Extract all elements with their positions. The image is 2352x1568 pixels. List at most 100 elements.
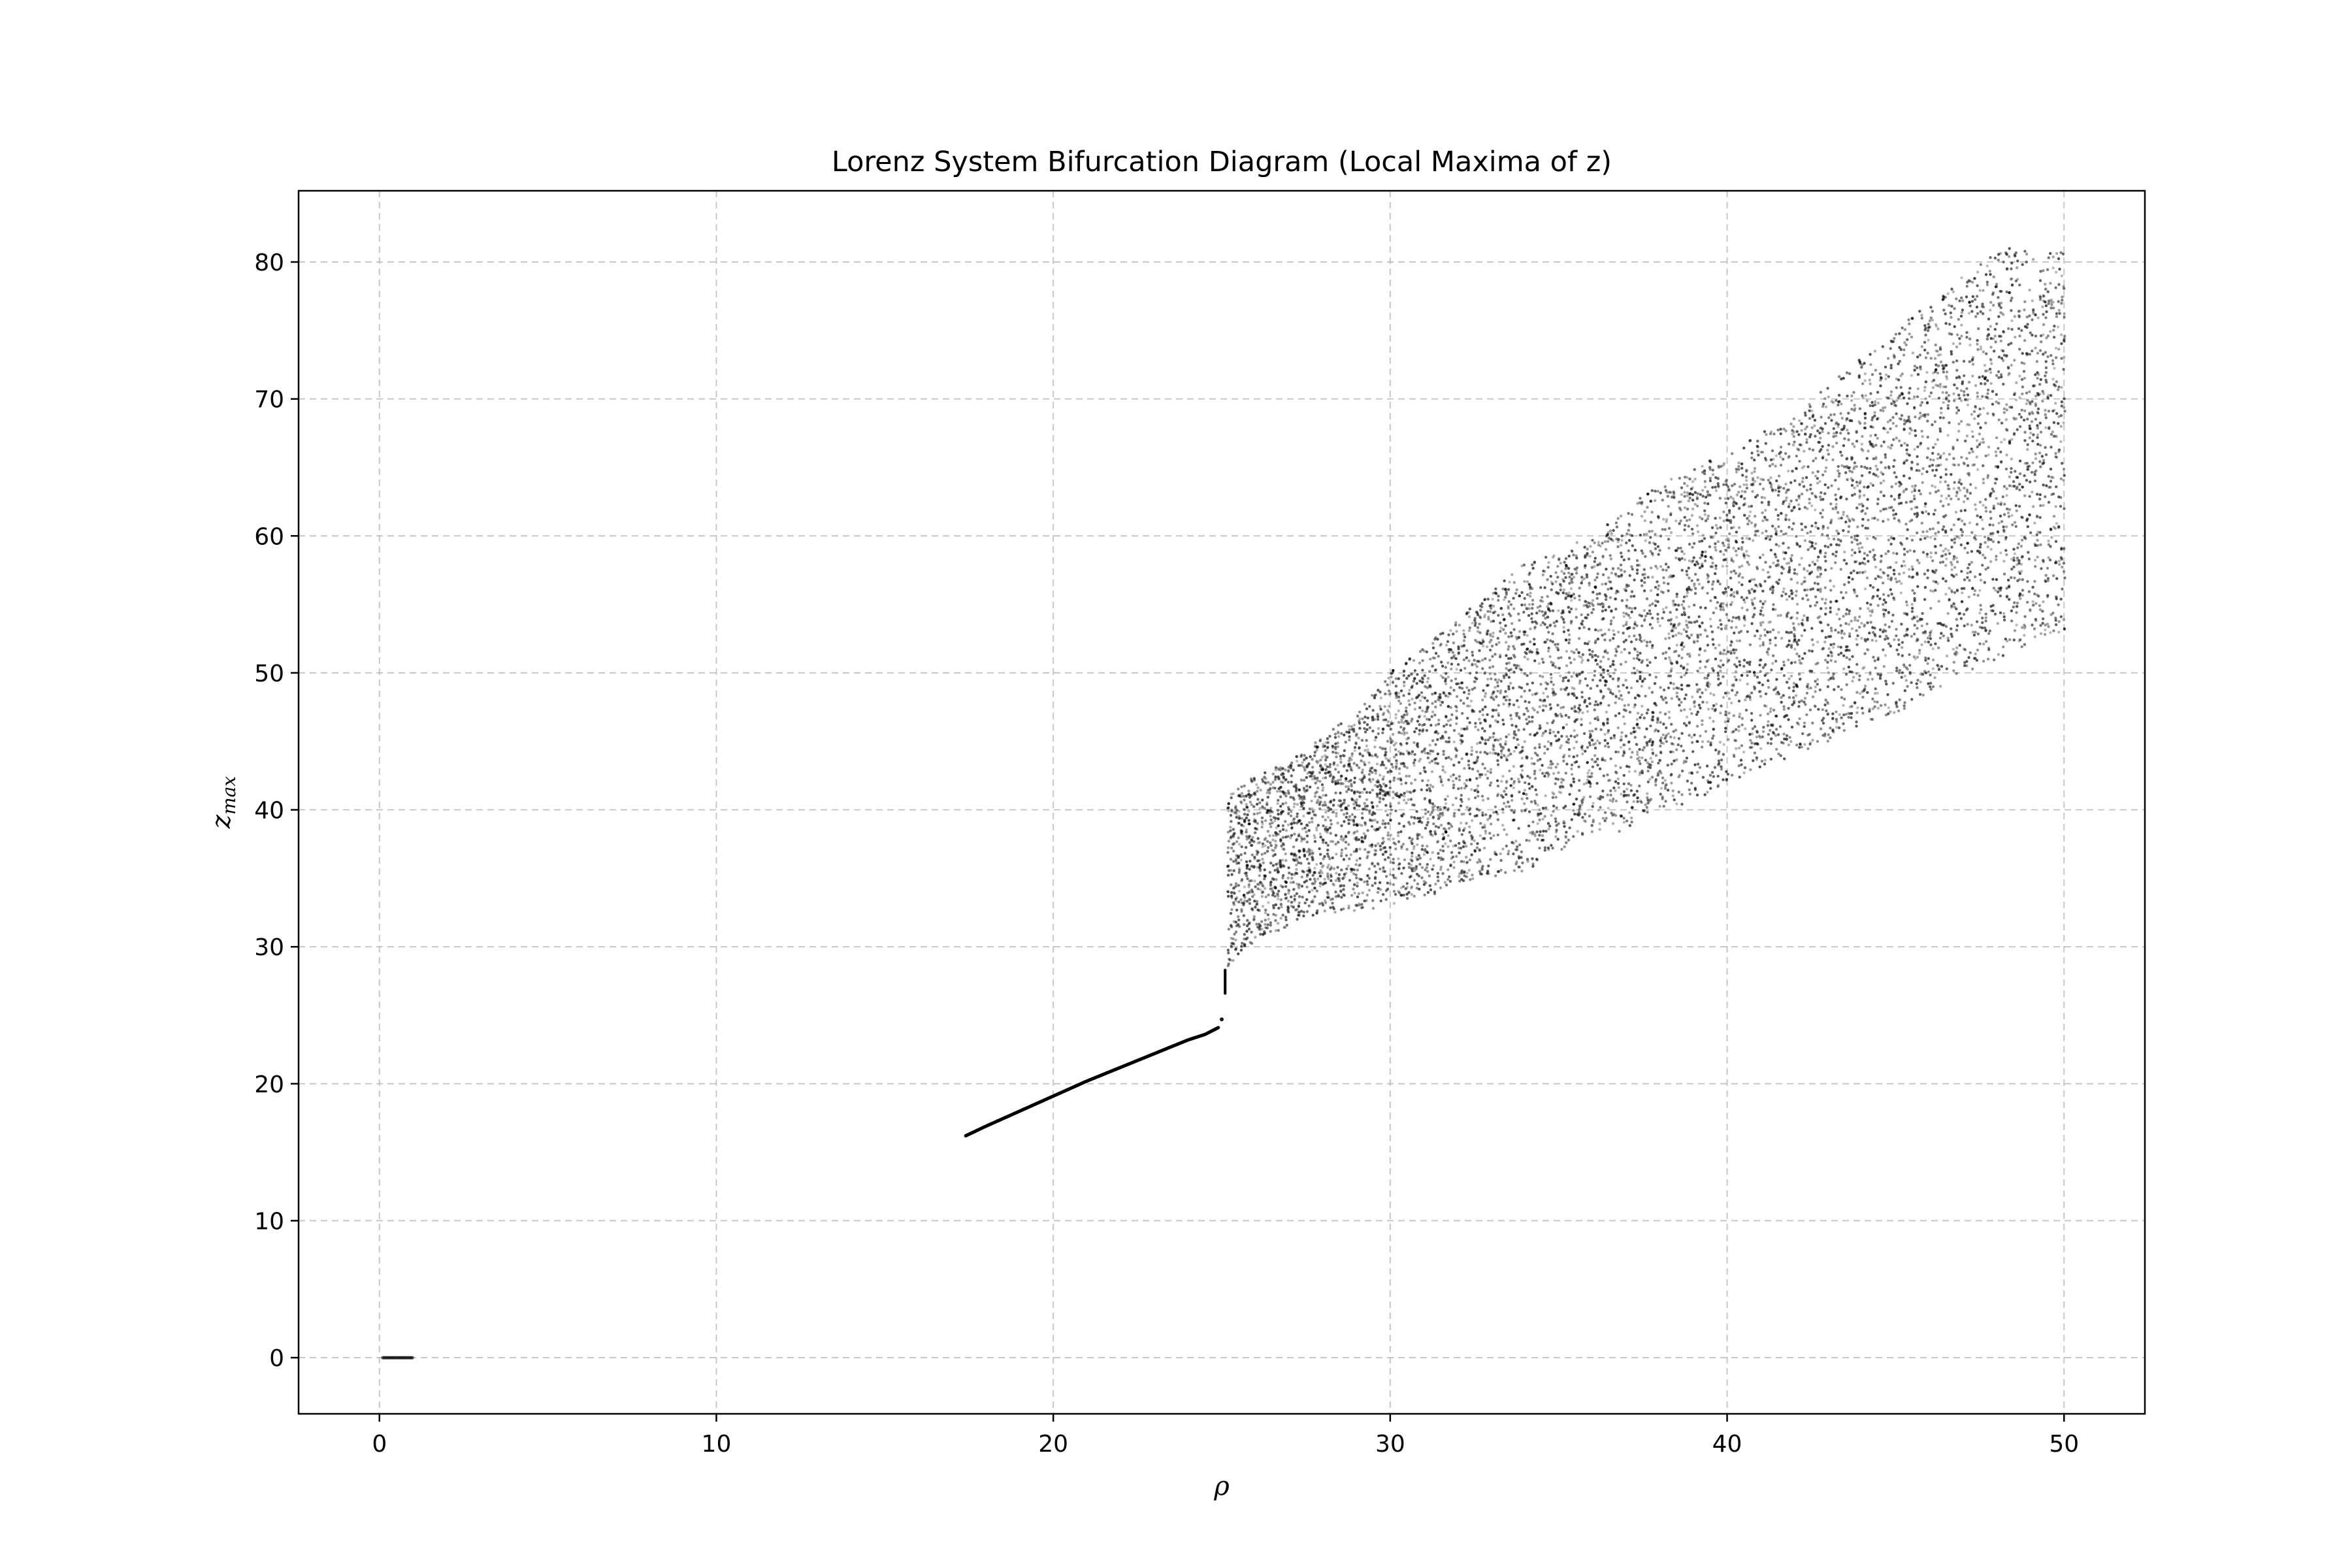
data-point bbox=[1376, 862, 1380, 866]
data-point bbox=[1418, 699, 1422, 702]
data-point bbox=[1413, 730, 1416, 734]
data-point bbox=[1523, 802, 1526, 806]
data-point bbox=[1421, 709, 1424, 713]
data-point bbox=[1397, 831, 1400, 834]
data-point bbox=[1565, 841, 1568, 845]
data-point bbox=[1386, 813, 1389, 817]
data-point bbox=[1491, 655, 1494, 658]
data-point bbox=[1416, 719, 1420, 723]
data-point bbox=[1377, 887, 1380, 890]
data-point bbox=[1232, 941, 1235, 945]
data-point bbox=[1387, 693, 1391, 696]
data-point bbox=[1505, 792, 1508, 796]
data-point bbox=[1269, 880, 1273, 884]
data-point bbox=[1517, 612, 1520, 615]
data-point bbox=[1627, 691, 1631, 694]
data-point bbox=[1614, 780, 1618, 783]
data-point bbox=[1535, 858, 1539, 861]
data-point bbox=[1256, 851, 1260, 854]
data-point bbox=[1558, 557, 1561, 561]
data-point bbox=[1230, 808, 1233, 811]
data-point bbox=[1399, 778, 1403, 782]
data-point bbox=[1284, 778, 1288, 781]
data-point bbox=[1279, 840, 1282, 843]
data-point bbox=[1567, 692, 1571, 696]
data-point bbox=[1541, 600, 1544, 603]
data-point bbox=[1320, 755, 1324, 759]
data-point bbox=[1675, 758, 1678, 762]
data-point bbox=[1526, 796, 1529, 800]
data-point bbox=[1429, 783, 1432, 787]
data-point bbox=[1492, 691, 1495, 694]
data-point bbox=[1669, 659, 1672, 662]
data-point bbox=[1407, 890, 1411, 894]
data-point bbox=[1567, 566, 1571, 570]
data-point bbox=[1594, 760, 1597, 764]
data-point bbox=[1669, 611, 1672, 614]
data-point bbox=[1449, 629, 1452, 632]
data-point bbox=[1232, 792, 1235, 796]
data-point bbox=[1232, 859, 1235, 863]
data-point bbox=[1679, 500, 1682, 504]
data-point bbox=[1569, 595, 1573, 598]
data-point bbox=[1546, 615, 1550, 619]
data-point bbox=[1627, 529, 1630, 532]
data-point bbox=[1329, 840, 1333, 843]
data-point bbox=[1670, 667, 1673, 670]
data-point bbox=[1240, 802, 1243, 805]
data-point bbox=[1627, 584, 1630, 587]
data-point bbox=[1436, 738, 1439, 742]
data-point bbox=[1564, 557, 1568, 561]
data-point bbox=[1518, 717, 1521, 720]
data-point bbox=[1667, 538, 1671, 541]
data-point bbox=[1635, 669, 1639, 672]
data-point bbox=[1410, 840, 1413, 843]
data-point bbox=[1483, 729, 1486, 733]
data-point bbox=[1345, 811, 1348, 815]
data-point bbox=[1294, 789, 1298, 793]
data-point bbox=[1546, 822, 1550, 825]
data-point bbox=[1535, 793, 1539, 796]
data-point bbox=[1543, 849, 1546, 852]
data-point bbox=[1514, 711, 1518, 715]
data-point bbox=[1460, 681, 1464, 685]
data-point bbox=[1625, 686, 1629, 689]
data-point bbox=[1288, 872, 1291, 875]
data-point bbox=[1662, 804, 1665, 808]
data-point bbox=[1560, 706, 1563, 710]
data-point bbox=[1509, 752, 1512, 756]
data-point bbox=[1648, 661, 1652, 664]
data-point bbox=[1284, 880, 1287, 883]
data-point bbox=[1297, 911, 1301, 914]
data-point bbox=[1512, 732, 1516, 735]
data-point bbox=[1514, 734, 1518, 737]
data-point bbox=[1557, 657, 1560, 660]
data-point bbox=[1277, 798, 1280, 802]
data-point bbox=[1688, 493, 1691, 496]
data-point bbox=[1322, 824, 1325, 828]
data-point bbox=[1348, 815, 1352, 819]
data-point bbox=[1277, 906, 1281, 910]
data-point bbox=[1513, 809, 1516, 813]
data-point bbox=[1318, 771, 1322, 774]
data-point bbox=[1662, 742, 1665, 745]
data-point bbox=[1563, 845, 1566, 849]
data-point bbox=[1590, 775, 1593, 778]
data-point bbox=[1589, 732, 1592, 736]
data-point bbox=[1670, 781, 1673, 785]
data-point bbox=[1648, 609, 1652, 612]
data-point bbox=[1431, 710, 1435, 713]
data-point bbox=[1572, 777, 1575, 781]
data-point bbox=[1358, 721, 1361, 724]
data-point bbox=[1691, 695, 1694, 699]
data-point bbox=[1387, 689, 1391, 693]
data-point bbox=[1332, 883, 1336, 887]
data-point bbox=[1384, 693, 1387, 696]
data-point bbox=[1352, 799, 1356, 802]
data-point bbox=[1504, 740, 1508, 743]
data-point bbox=[1418, 887, 1421, 891]
data-point bbox=[1496, 720, 1499, 724]
data-point bbox=[1333, 745, 1337, 749]
data-point bbox=[1307, 866, 1311, 870]
data-point bbox=[1429, 657, 1432, 661]
